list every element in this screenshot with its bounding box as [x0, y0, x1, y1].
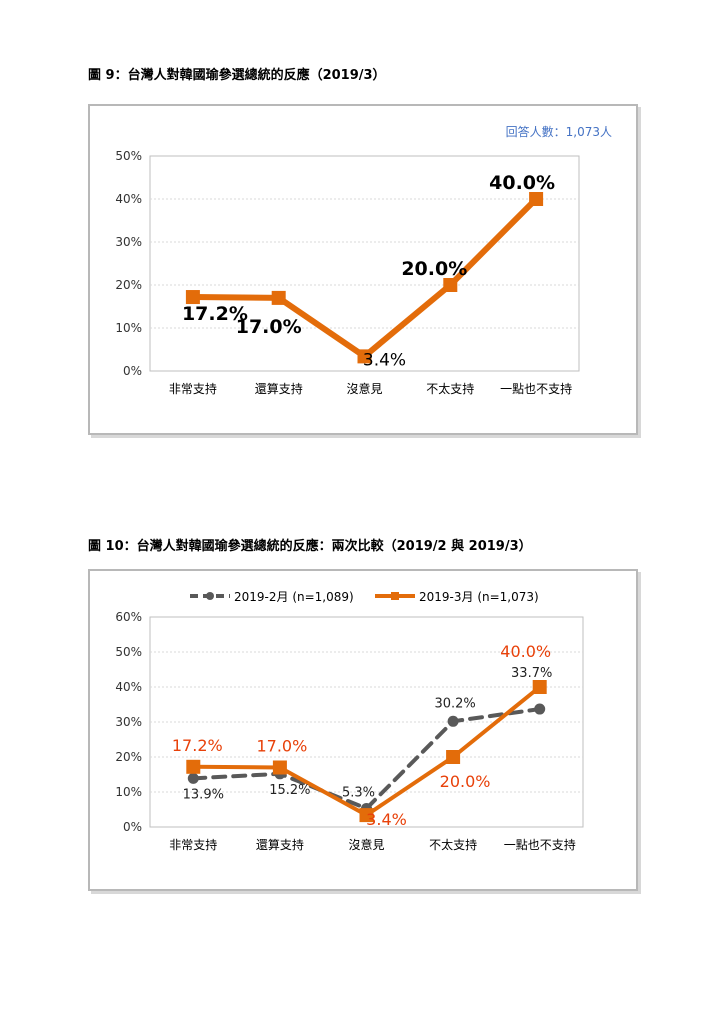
data-label: 20.0% [401, 258, 467, 280]
data-label-feb: 5.3% [342, 785, 375, 800]
data-label-mar: 17.2% [172, 736, 223, 755]
y-tick-label: 50% [115, 645, 142, 659]
data-label: 17.0% [236, 316, 302, 338]
x-category-label: 不太支持 [426, 381, 474, 396]
y-tick-label: 10% [115, 321, 142, 335]
legend-marker-0 [206, 592, 214, 600]
y-tick-label: 0% [123, 820, 142, 834]
chart-10-svg: 0% 10% 20% 30% 40% 50% 60% 非常支持 還算支持 沒意見 不太支持 一點也不支… [115, 590, 584, 852]
data-label-feb: 30.2% [434, 696, 475, 711]
y-tick-label: 0% [123, 364, 142, 378]
y-tick-label: 40% [115, 192, 142, 206]
data-point-marker [446, 750, 461, 764]
data-label-feb: 33.7% [511, 666, 552, 681]
x-category-label: 非常支持 [169, 837, 217, 852]
x-category-label: 沒意見 [348, 837, 384, 852]
data-label-mar: 20.0% [440, 772, 491, 791]
chart-9-frame: 回答人數：1,073人 0% 10% 20% 30% 40% 50% 非常支持 還算支持 沒意見… [88, 104, 638, 435]
x-category-label: 沒意見 [346, 381, 382, 396]
data-label-mar: 3.4% [366, 810, 407, 829]
y-tick-label: 60% [115, 610, 142, 624]
data-point-marker [529, 192, 544, 206]
data-point-marker [357, 349, 372, 364]
y-tick-label: 40% [115, 680, 142, 694]
y-tick-label: 20% [115, 278, 142, 292]
data-point-marker [187, 772, 199, 784]
legend-label-1: 2019-3月 (n=1,073) [419, 590, 539, 604]
y-tick-label: 50% [115, 149, 142, 163]
y-tick-label: 10% [115, 785, 142, 799]
data-label: 40.0% [489, 172, 555, 194]
chart-10-frame: 0% 10% 20% 30% 40% 50% 60% 非常支持 還算支持 沒意見 不太支持 一點也不支… [88, 569, 638, 891]
data-point-marker [359, 808, 374, 823]
legend-marker-1 [391, 592, 399, 600]
x-category-label: 一點也不支持 [500, 381, 572, 396]
figure-9-title: 圖 9：台灣人對韓國瑜參選總統的反應（2019/3） [88, 68, 386, 83]
x-category-label: 還算支持 [256, 837, 304, 852]
data-label-mar: 17.0% [256, 737, 307, 756]
x-category-label: 還算支持 [255, 381, 303, 396]
data-label: 3.4% [363, 350, 406, 370]
data-label-feb: 15.2% [269, 783, 310, 798]
y-tick-label: 30% [115, 715, 142, 729]
data-point-marker [185, 290, 200, 305]
respondent-count-note: 回答人數：1,073人 [506, 124, 612, 139]
data-point-marker [534, 703, 546, 715]
legend-label-0: 2019-2月 (n=1,089) [234, 590, 354, 604]
data-point-marker [186, 759, 201, 774]
x-category-label: 不太支持 [429, 837, 477, 852]
data-point-marker [272, 760, 287, 775]
y-tick-label: 20% [115, 750, 142, 764]
y-tick-label: 30% [115, 235, 142, 249]
x-category-label: 非常支持 [169, 381, 217, 396]
figure-10-title: 圖 10：台灣人對韓國瑜參選總統的反應：兩次比較（2019/2 與 2019/3… [88, 539, 532, 554]
data-point-marker [532, 680, 547, 694]
data-label: 17.2% [182, 303, 248, 325]
data-point-marker [447, 715, 459, 727]
data-point-marker [271, 290, 286, 305]
chart-9-svg: 回答人數：1,073人 0% 10% 20% 30% 40% 50% 非常支持 還算支持 沒意見… [115, 124, 612, 396]
data-point-marker [443, 278, 458, 292]
x-category-label: 一點也不支持 [504, 837, 576, 852]
data-label-mar: 40.0% [500, 642, 551, 661]
data-label-feb: 13.9% [183, 787, 224, 802]
plot-area [149, 155, 580, 372]
